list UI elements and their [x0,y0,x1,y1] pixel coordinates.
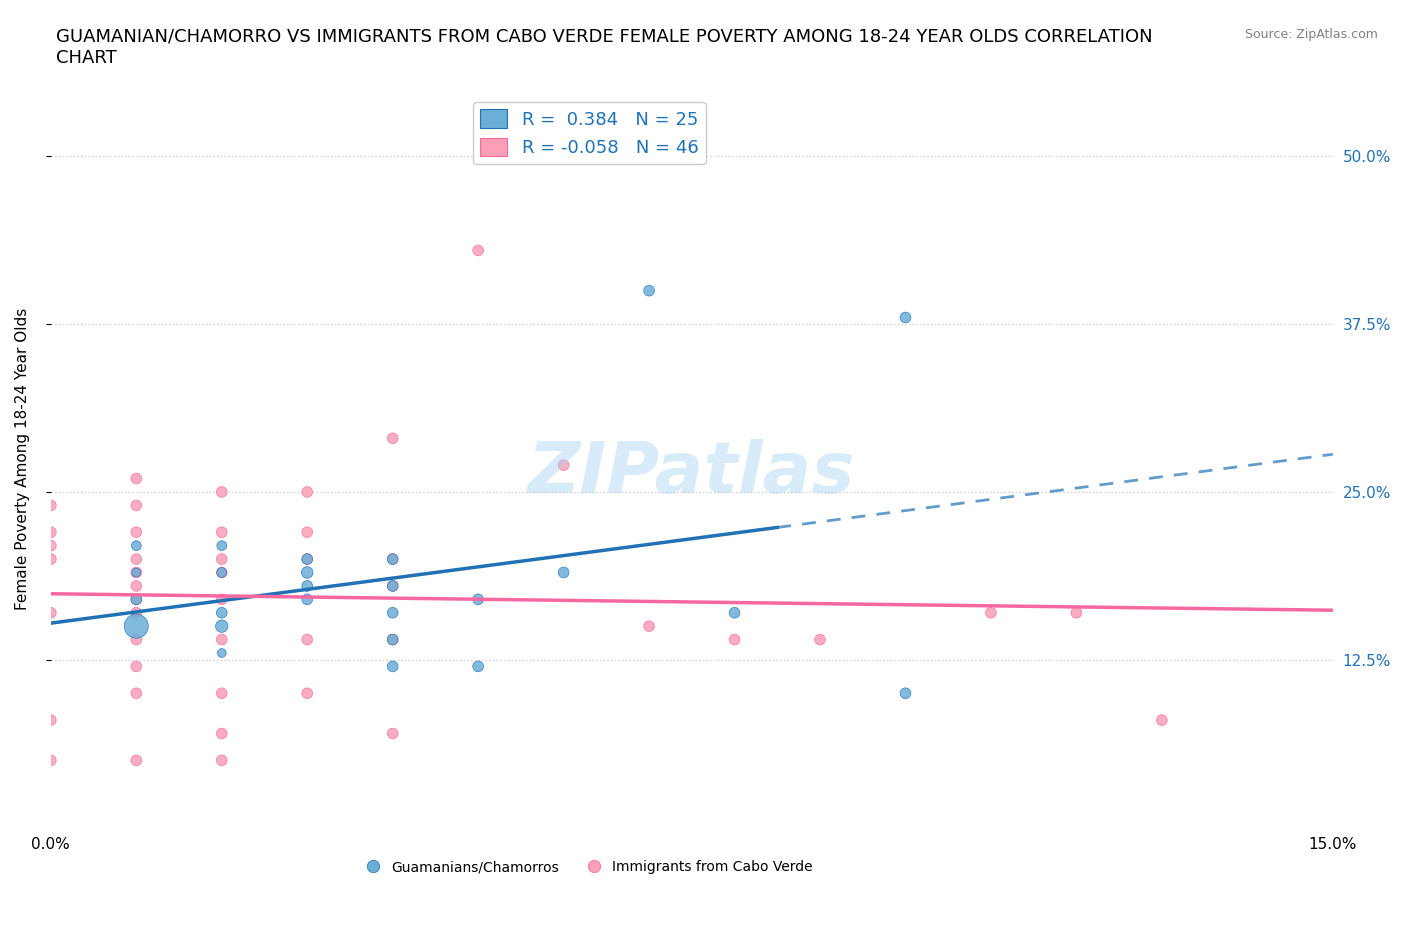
Legend: Guamanians/Chamorros, Immigrants from Cabo Verde: Guamanians/Chamorros, Immigrants from Ca… [360,855,818,880]
Point [39,538,62,553]
Point [297,485,319,499]
Point [381,431,404,445]
Point [211,525,233,539]
Point [638,284,661,299]
Point [381,578,404,593]
Point [297,685,319,700]
Point [125,538,148,553]
Point [381,578,404,593]
Point [125,565,148,580]
Point [125,551,148,566]
Point [125,753,148,768]
Point [125,578,148,593]
Point [723,632,745,647]
Text: ZIPatlas: ZIPatlas [529,439,855,508]
Point [39,498,62,512]
Point [980,605,1002,620]
Point [125,472,148,486]
Text: Source: ZipAtlas.com: Source: ZipAtlas.com [1244,28,1378,41]
Point [467,659,489,674]
Point [125,525,148,539]
Point [211,685,233,700]
Point [39,712,62,727]
Point [211,632,233,647]
Point [39,551,62,566]
Point [125,498,148,512]
Point [894,685,917,700]
Point [211,485,233,499]
Point [211,565,233,580]
Point [211,538,233,553]
Point [125,591,148,606]
Point [211,726,233,741]
Point [297,632,319,647]
Point [381,632,404,647]
Point [211,551,233,566]
Point [211,645,233,660]
Point [125,565,148,580]
Point [297,578,319,593]
Point [125,618,148,633]
Point [39,753,62,768]
Point [381,632,404,647]
Point [723,605,745,620]
Point [808,632,831,647]
Point [1150,712,1173,727]
Y-axis label: Female Poverty Among 18-24 Year Olds: Female Poverty Among 18-24 Year Olds [15,307,30,609]
Point [211,753,233,768]
Point [467,243,489,258]
Text: GUAMANIAN/CHAMORRO VS IMMIGRANTS FROM CABO VERDE FEMALE POVERTY AMONG 18-24 YEAR: GUAMANIAN/CHAMORRO VS IMMIGRANTS FROM CA… [56,28,1153,67]
Point [125,591,148,606]
Point [125,659,148,674]
Point [211,591,233,606]
Point [467,591,489,606]
Point [381,605,404,620]
Point [638,618,661,633]
Point [297,565,319,580]
Point [553,565,575,580]
Point [297,551,319,566]
Point [381,726,404,741]
Point [381,551,404,566]
Point [125,632,148,647]
Point [211,618,233,633]
Point [211,565,233,580]
Point [125,685,148,700]
Point [894,310,917,325]
Point [381,551,404,566]
Point [553,458,575,472]
Point [381,659,404,674]
Point [211,605,233,620]
Point [297,525,319,539]
Point [125,605,148,620]
Point [39,605,62,620]
Point [297,551,319,566]
Point [297,591,319,606]
Point [39,525,62,539]
Point [1066,605,1088,620]
